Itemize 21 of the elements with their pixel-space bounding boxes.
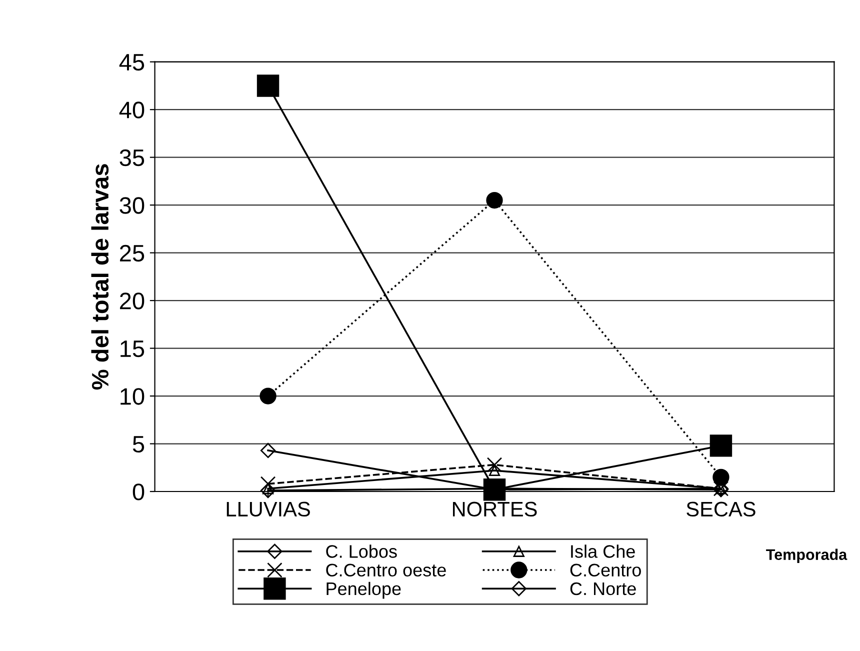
- legend-label: Penelope: [326, 582, 401, 599]
- y-tick-label: 10: [120, 388, 144, 405]
- x-tick-label: LLUVIAS: [226, 502, 310, 517]
- legend-label: C. Lobos: [326, 544, 397, 558]
- y-tick-label: 20: [120, 292, 144, 310]
- x-axis-title: Temporada: [766, 548, 848, 564]
- x-tick-label: SECAS: [686, 502, 756, 517]
- legend-label: C. Norte: [570, 582, 636, 596]
- y-tick-label: 30: [120, 197, 144, 214]
- x-tick-label: NORTES: [452, 502, 537, 517]
- y-tick-label: 40: [119, 102, 144, 118]
- y-tick-label: 45: [119, 54, 144, 71]
- y-tick-label: 0: [132, 484, 144, 500]
- y-tick-label: 15: [120, 340, 144, 358]
- y-axis-title: % del total de larvas: [91, 164, 109, 390]
- legend-label: Isla Che: [571, 544, 635, 558]
- legend-label: C.Centro oeste: [326, 564, 446, 577]
- y-tick-label: 35: [120, 149, 144, 166]
- y-tick-label: 25: [120, 244, 144, 262]
- y-tick-label: 5: [132, 436, 144, 453]
- legend-label: C.Centro: [570, 564, 641, 577]
